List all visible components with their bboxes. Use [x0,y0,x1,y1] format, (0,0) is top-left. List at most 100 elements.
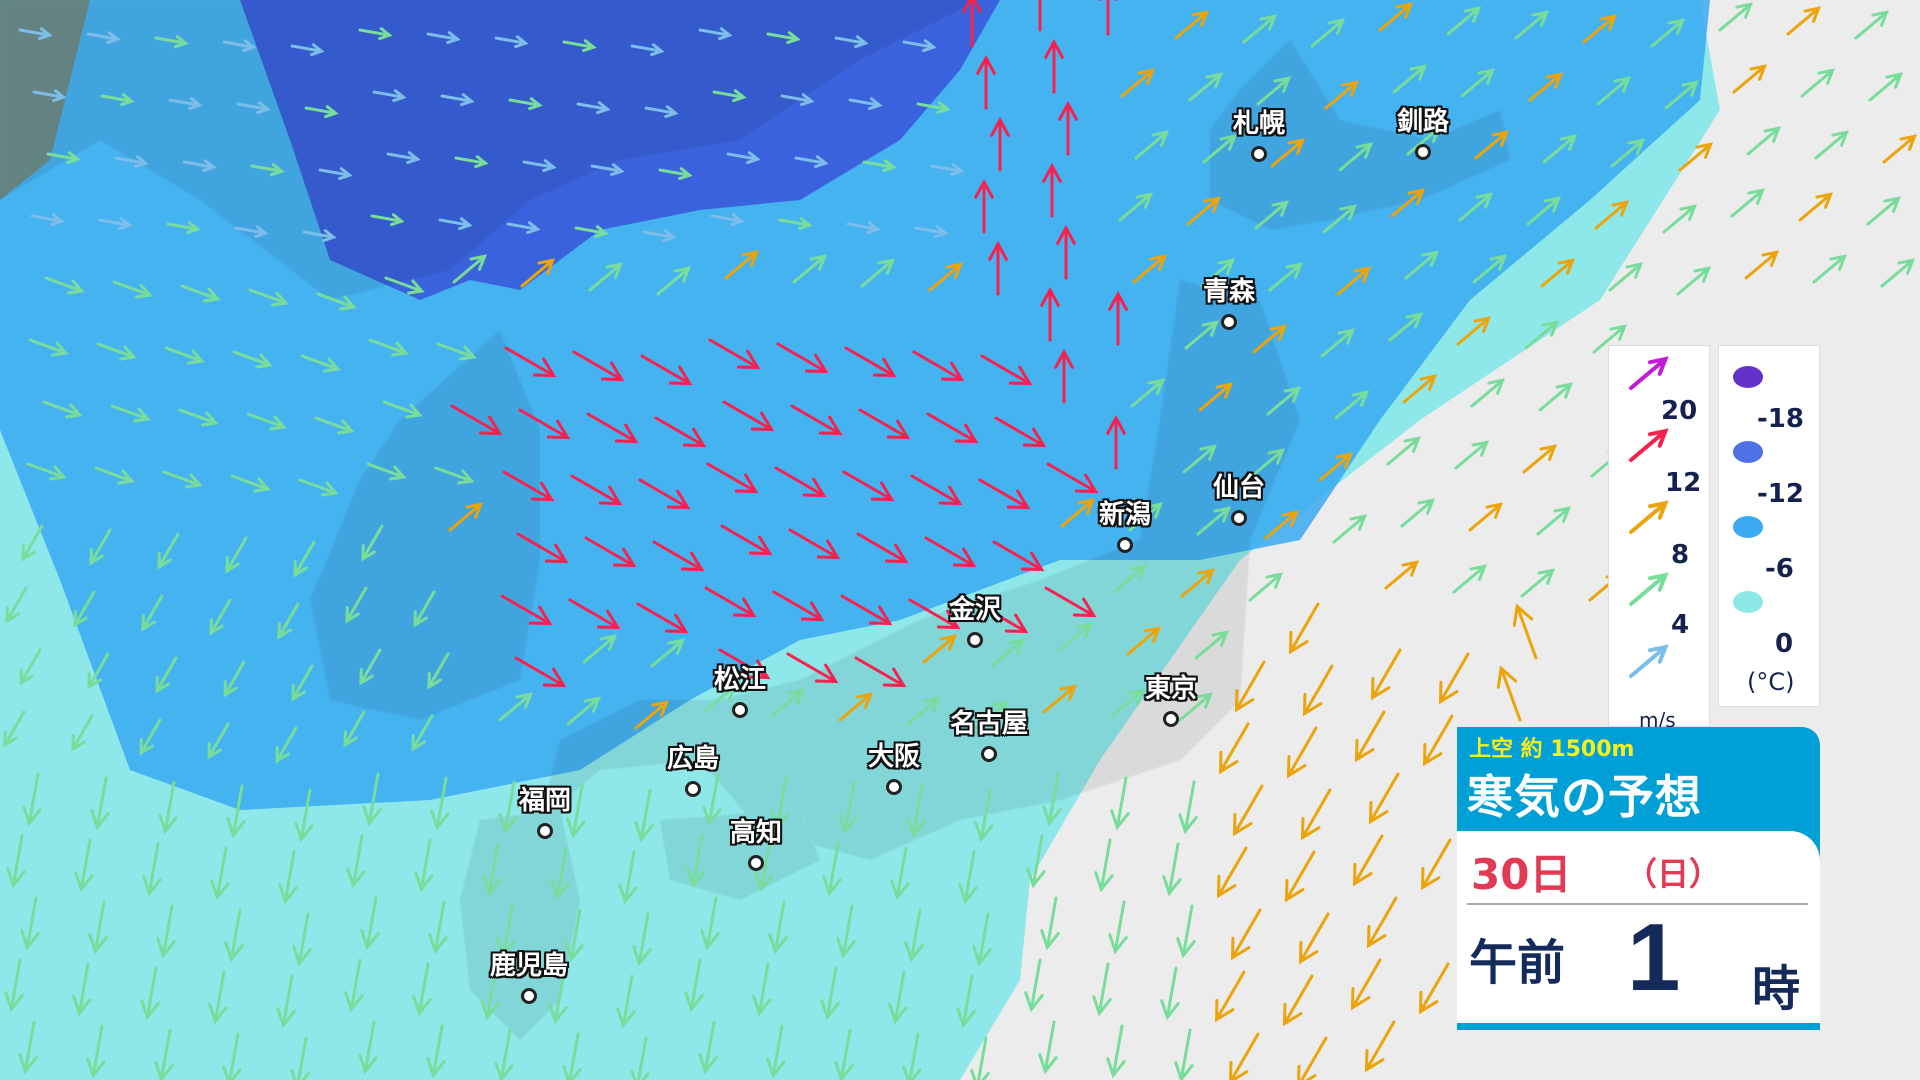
wind-arrow-icon [1512,603,1538,660]
wind-arrow-icon [1044,38,1064,94]
city-label: 名古屋 [949,709,1029,739]
wind-arrow-icon [1418,962,1450,1015]
wind-arrow-icon [1266,386,1302,416]
wind-arrow-icon [1470,378,1506,408]
wind-arrow-icon [930,163,965,177]
wind-arrow-icon [32,89,67,103]
wind-arrow-icon [1232,784,1264,837]
wind-arrow-icon [290,1036,310,1080]
wind-arrow-icon [234,225,269,239]
wind-arrow-icon [500,594,553,626]
wind-arrow-icon [1216,846,1248,899]
wind-arrow-icon [976,602,1029,634]
wind-arrow-icon [718,648,771,680]
wind-arrow-icon [359,648,382,686]
wind-arrow-icon [574,225,609,239]
wind-arrow-icon [958,850,978,905]
wind-arrow-icon [1536,506,1572,536]
wind-legend-value: 20 [1661,396,1698,426]
wind-arrow-icon [562,1032,582,1080]
wind-arrow-icon [361,524,384,562]
city-label: 札幌 [1232,109,1286,139]
temp-swatch [1733,516,1763,538]
wind-arrow-icon [1110,688,1146,718]
wind-arrow-icon [277,602,300,640]
wind-arrow-icon [1678,142,1714,172]
wind-arrow-icon [1629,644,1669,678]
city-label: 鹿児島 [489,951,569,981]
wind-arrow-icon [1056,224,1076,280]
wind-arrow-icon [1182,444,1218,474]
wind-arrow-icon [1732,64,1768,94]
wind-arrow-icon [412,962,432,1017]
wind-arrow-icon [21,524,44,562]
wind-arrow-icon [926,412,979,444]
wind-arrow-icon [1180,568,1216,598]
wind-arrow-icon [426,31,461,45]
wind-arrow-icon [788,528,841,560]
wind-arrow-icon [684,958,704,1013]
wind-arrow-icon [616,974,636,1029]
wind-arrow-icon [166,221,201,235]
wind-arrow-icon [318,167,353,181]
wind-arrow-icon [1378,2,1414,32]
wind-arrow-icon [88,900,108,955]
wind-arrow-icon [654,416,707,448]
wind-arrow-icon [226,784,246,839]
wind-arrow-icon [28,338,69,357]
wind-arrow-icon [1310,18,1346,48]
wind-arrow-icon [702,684,738,714]
wind-arrow-icon [1110,776,1130,831]
wind-arrow-icon [970,1036,990,1080]
wind-arrow-icon [1629,356,1669,390]
wind-arrow-icon [498,780,518,835]
wind-arrow-icon [290,43,325,57]
forecast-am-pm: 午前 [1469,935,1566,991]
wind-arrow-icon [686,834,706,889]
wind-arrow-icon [448,502,484,532]
wind-arrow-icon [1514,10,1550,40]
city-dot [981,746,997,762]
wind-arrow-icon [358,1020,378,1075]
wind-arrow-icon [1044,586,1097,618]
city-label: 新潟 [1098,500,1152,530]
wind-arrow-icon [566,784,586,839]
wind-arrow-icon [158,780,178,835]
wind-arrow-icon [656,266,692,296]
wind-arrow-icon [1288,602,1320,655]
wind-arrow-icon [436,342,477,361]
wind-arrow-icon [1038,0,1042,32]
wind-arrow-icon [822,842,842,897]
wind-arrow-icon [1162,842,1182,897]
forecast-time-panel: 30日 （日） 午前 1 時 [1457,831,1820,1023]
wind-arrow-icon [98,217,133,231]
wind-arrow-icon [386,151,421,165]
city-label: 金沢 [948,595,1002,625]
wind-arrow-icon [494,35,529,49]
wind-arrow-icon [89,528,112,566]
city-dot [685,781,701,797]
wind-arrow-icon [1538,382,1574,412]
wind-arrow-icon [1352,834,1384,887]
wind-arrow-icon [1196,506,1232,536]
city-dot [886,779,902,795]
wind-arrow-icon [1446,6,1482,36]
wind-arrow-icon [1472,254,1508,284]
wind-arrow-icon [72,962,92,1017]
wind-arrow-icon [209,598,232,636]
wind-arrow-icon [838,780,858,835]
wind-arrow-icon [276,974,296,1029]
wind-arrow-icon [87,652,110,690]
wind-arrow-icon [1218,722,1250,775]
wind-arrow-icon [168,97,203,111]
wind-arrow-icon [1298,912,1330,965]
wind-arrow-icon [772,590,825,622]
wind-arrow-icon [275,726,298,764]
wind-arrow-icon [1608,262,1644,292]
wind-arrow-icon [908,598,961,630]
city-label: 松江 [713,665,767,695]
wind-arrow-icon [1404,250,1440,280]
wind-arrow-icon [644,105,679,119]
wind-arrow-icon [1456,316,1492,346]
wind-arrow-icon [1038,1020,1058,1075]
